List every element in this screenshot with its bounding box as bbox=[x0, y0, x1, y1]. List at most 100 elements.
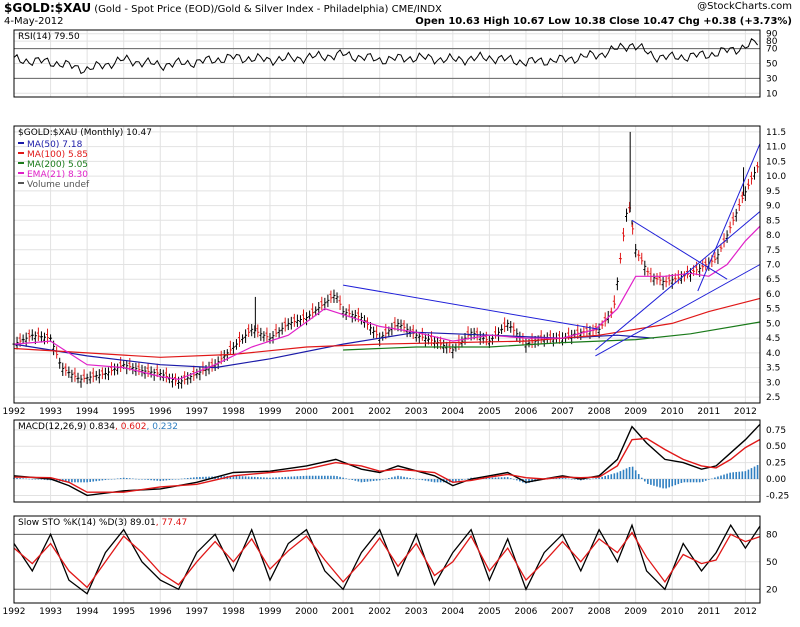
price-ma-line-0 bbox=[13, 331, 655, 369]
macd-histogram-bar bbox=[208, 476, 210, 480]
macd-histogram-bar bbox=[144, 479, 146, 480]
macd-histogram-bar bbox=[509, 478, 512, 480]
macd-histogram-bar bbox=[22, 478, 24, 480]
macd-histogram-bar bbox=[424, 479, 427, 481]
macd-histogram-bar bbox=[583, 479, 585, 480]
trendline bbox=[631, 219, 728, 280]
macd-histogram-bar bbox=[168, 479, 171, 481]
stoch-xtick-label: 2002 bbox=[368, 607, 391, 617]
macd-histogram-bar bbox=[320, 475, 323, 480]
price-xtick-label: 2010 bbox=[661, 407, 684, 417]
macd-histogram-bar bbox=[199, 476, 201, 480]
macd-histogram-bar bbox=[122, 477, 125, 480]
macd-histogram-bar bbox=[708, 479, 710, 480]
macd-histogram-bar bbox=[616, 472, 619, 480]
macd-histogram-bar bbox=[689, 479, 692, 483]
macd-line-0 bbox=[13, 423, 761, 497]
stoch-label-part: Slow STO %K(14) %D(3) bbox=[18, 518, 127, 528]
macd-histogram-bar bbox=[427, 479, 430, 482]
macd-histogram-bar bbox=[311, 475, 314, 480]
macd-histogram-bar bbox=[247, 476, 250, 480]
macd-histogram-bar bbox=[141, 479, 143, 480]
price-ytick-label: 5.5 bbox=[766, 305, 780, 315]
macd-histogram-bar bbox=[80, 479, 82, 483]
macd-histogram-bar bbox=[293, 476, 296, 480]
macd-histogram-bar bbox=[196, 477, 198, 480]
rsi-ytick-label: 30 bbox=[766, 74, 778, 84]
legend-entry: MA(200) 5.05 bbox=[27, 160, 88, 170]
macd-histogram-bar bbox=[640, 477, 643, 480]
price-ytick-label: 11.0 bbox=[766, 143, 786, 153]
macd-histogram-bar bbox=[71, 479, 73, 483]
price-xtick-label: 1996 bbox=[149, 407, 172, 417]
price-ytick-label: 7.5 bbox=[766, 246, 780, 256]
macd-histogram-bar bbox=[40, 479, 43, 480]
rsi-panel-label: RSI(14) 79.50 bbox=[18, 32, 80, 42]
legend-swatch bbox=[18, 172, 24, 174]
macd-histogram-bar bbox=[717, 476, 719, 480]
macd-histogram-bar bbox=[494, 477, 497, 480]
price-xtick-label: 1999 bbox=[259, 407, 282, 417]
stoch-xtick-label: 2007 bbox=[551, 607, 574, 617]
macd-histogram-bar bbox=[729, 472, 731, 480]
macd-histogram-bar bbox=[394, 476, 396, 480]
macd-histogram-bar bbox=[455, 479, 457, 482]
legend-swatch bbox=[18, 182, 24, 184]
macd-histogram-bar bbox=[330, 475, 332, 480]
macd-histogram-bar bbox=[189, 477, 192, 480]
macd-histogram-bar bbox=[723, 474, 725, 480]
macd-histogram-bar bbox=[458, 479, 460, 481]
macd-histogram-bar bbox=[637, 474, 640, 480]
macd-histogram-bar bbox=[299, 476, 302, 480]
price-ytick-label: 3.5 bbox=[766, 364, 780, 374]
macd-histogram-bar bbox=[19, 478, 21, 480]
price-ytick-label: 2.5 bbox=[766, 393, 780, 403]
macd-histogram-bar bbox=[357, 479, 360, 482]
symbol-label: $GOLD:$XAU bbox=[4, 1, 92, 15]
macd-histogram-bar bbox=[183, 478, 186, 480]
macd-histogram-bar bbox=[756, 465, 759, 480]
macd-histogram-bar bbox=[336, 476, 338, 480]
stoch-xtick-label: 1999 bbox=[259, 607, 282, 617]
macd-histogram-bar bbox=[561, 477, 564, 480]
chart-header-line: $GOLD:$XAU (Gold - Spot Price (EOD)/Gold… bbox=[4, 1, 442, 15]
stoch-xtick-label: 2006 bbox=[515, 607, 538, 617]
macd-histogram-bar bbox=[180, 478, 183, 480]
macd-histogram-bar bbox=[125, 478, 128, 480]
macd-ytick-label: 0.00 bbox=[766, 475, 786, 485]
legend-swatch bbox=[18, 152, 24, 154]
legend-entry: MA(100) 5.85 bbox=[27, 150, 88, 160]
macd-histogram-bar bbox=[570, 479, 573, 480]
macd-histogram-bar bbox=[452, 479, 454, 483]
macd-histogram-bar bbox=[171, 479, 174, 480]
macd-histogram-bar bbox=[232, 475, 235, 480]
legend-entry: EMA(21) 8.30 bbox=[27, 170, 88, 180]
macd-panel-frame bbox=[13, 419, 761, 503]
price-ytick-label: 9.0 bbox=[766, 202, 781, 212]
price-ytick-label: 8.5 bbox=[766, 216, 780, 226]
rsi-ytick-label: 80 bbox=[766, 37, 778, 47]
macd-histogram-bar bbox=[558, 477, 561, 480]
macd-ytick-label: 0.75 bbox=[766, 426, 786, 436]
macd-ytick-label: 0.25 bbox=[766, 459, 786, 469]
macd-histogram-bar bbox=[360, 479, 363, 483]
macd-histogram-bar bbox=[83, 479, 85, 483]
macd-histogram-bar bbox=[586, 479, 588, 480]
macd-histogram-bar bbox=[31, 479, 34, 480]
stoch-xtick-label: 1992 bbox=[3, 607, 26, 617]
macd-histogram-bar bbox=[436, 479, 439, 483]
macd-histogram-bar bbox=[217, 476, 219, 480]
price-panel-label: $GOLD:$XAU (Monthly) 10.47 bbox=[18, 128, 152, 138]
macd-histogram-bar bbox=[656, 479, 658, 487]
stoch-xtick-label: 2010 bbox=[661, 607, 684, 617]
macd-histogram-bar bbox=[269, 477, 271, 480]
macd-histogram-bar bbox=[153, 479, 155, 481]
price-xtick-label: 2011 bbox=[697, 407, 720, 417]
price-xtick-label: 2001 bbox=[332, 407, 355, 417]
price-xtick-label: 2005 bbox=[478, 407, 501, 417]
macd-histogram-bar bbox=[366, 479, 369, 482]
macd-histogram-bar bbox=[290, 476, 293, 480]
macd-histogram-bar bbox=[92, 479, 95, 482]
macd-label-part: 0.834 bbox=[86, 422, 115, 432]
macd-histogram-bar bbox=[263, 477, 265, 480]
